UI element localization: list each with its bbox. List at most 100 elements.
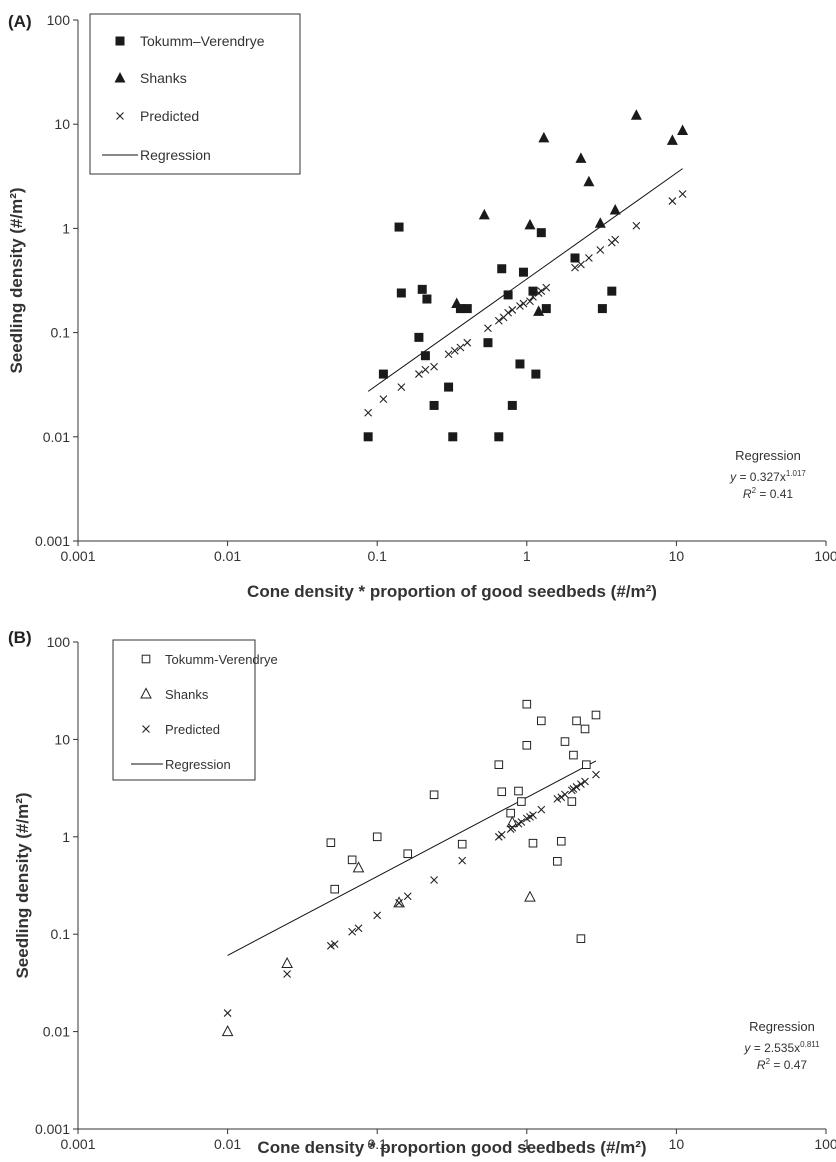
data-point-x [537, 805, 546, 814]
data-point-x [508, 306, 517, 314]
data-point-x [577, 780, 585, 789]
data-point-filled-square [420, 351, 430, 361]
data-point-x [326, 941, 335, 950]
x-tick-label: 0.01 [214, 548, 241, 564]
data-point-open-square [567, 797, 577, 806]
data-point-x [519, 299, 528, 308]
data-point-open-triangle [506, 815, 519, 828]
r-squared-variable: R [757, 1058, 766, 1072]
data-point-x [542, 283, 551, 292]
data-point-filled-square [483, 338, 493, 348]
data-point-filled-square [494, 432, 504, 442]
series-x [223, 770, 600, 1017]
data-point-open-square [569, 750, 578, 760]
data-point-open-square [580, 724, 590, 734]
x-axis-title: Cone density * proportion good seedbeds … [257, 1138, 646, 1157]
data-point-open-square [497, 787, 507, 797]
data-point-x [223, 1009, 232, 1017]
y-tick-label: 0.001 [35, 533, 70, 549]
data-point-x [516, 302, 524, 310]
x-tick-label: 0.001 [60, 1136, 95, 1152]
panel-label: (A) [8, 12, 32, 31]
data-point-open-square [514, 786, 523, 796]
regression-line [227, 760, 597, 956]
panel-label: (B) [8, 628, 32, 647]
data-point-filled-square [429, 400, 439, 410]
data-point-x [330, 940, 339, 949]
x-tick-label: 10 [669, 1136, 685, 1152]
data-point-open-square [506, 808, 515, 818]
series-filled-triangle [451, 109, 689, 316]
data-point-open-square [457, 839, 467, 849]
data-point-filled-triangle [630, 109, 642, 120]
legend-label: Predicted [165, 722, 220, 737]
equation-exponent: 1.017 [786, 469, 807, 478]
data-point-x [553, 795, 562, 803]
legend-label: Regression [140, 147, 211, 163]
r-squared-exponent: 2 [752, 486, 757, 495]
y-axis-title: Seedling density (#/m²) [7, 187, 26, 373]
data-point-filled-square [528, 286, 538, 296]
data-point-x [397, 383, 406, 391]
data-point-open-square [522, 740, 532, 750]
data-point-x [395, 898, 403, 907]
data-point-x [571, 263, 579, 272]
legend-label: Predicted [140, 108, 199, 124]
legend-label: Shanks [165, 687, 209, 702]
regression-title: Regression [735, 448, 801, 463]
data-point-filled-square [541, 304, 551, 314]
data-point-x [526, 297, 534, 306]
data-point-filled-triangle [478, 208, 490, 220]
regression-r-squared: R2 = 0.47 [757, 1057, 807, 1072]
data-point-filled-triangle [538, 131, 550, 143]
data-point-filled-square [518, 267, 528, 277]
x-tick-label: 10 [669, 548, 685, 564]
chart-panel-b: (B) 0.001 0.01 0.1 1 10 100 0.001 0.01 0.1 1 10 100 C… [8, 628, 836, 1157]
legend-label: Tokumm-Verendrye [165, 652, 278, 667]
chart-panel-a: (A) 0.001 0.01 0.1 1 10 100 0.001 0.01 0.1 1 10 100 C… [7, 12, 836, 601]
x-tick-label: 1 [523, 548, 531, 564]
data-point-open-triangle [221, 1025, 234, 1037]
data-point-filled-square [607, 286, 617, 296]
data-point-x [668, 197, 677, 205]
regression-title: Regression [749, 1019, 815, 1034]
series-open-triangle [221, 815, 536, 1037]
data-point-open-square [582, 760, 591, 769]
data-point-open-square [553, 857, 562, 866]
data-point-x [364, 408, 373, 417]
data-point-x [577, 260, 585, 269]
data-point-x [529, 811, 537, 819]
regression-annotation: Regression y = 0.327x1.017 R2 = 0.41 [729, 448, 806, 501]
y-tick-label: 10 [54, 731, 70, 747]
data-point-x [572, 783, 581, 791]
x-tick-label: 1 [523, 1136, 531, 1152]
r-squared-exponent: 2 [766, 1057, 771, 1066]
x-tick-label: 100 [814, 548, 836, 564]
data-point-filled-triangle [666, 134, 678, 145]
data-point-x [529, 293, 537, 301]
data-point-filled-square [396, 288, 406, 298]
x-tick-label: 0.1 [367, 1136, 387, 1152]
data-point-x [379, 395, 388, 403]
data-point-filled-square [414, 332, 424, 342]
regression-equation: y = 2.535x0.811 [743, 1040, 820, 1055]
data-point-open-square [572, 716, 581, 726]
y-tick-label: 0.001 [35, 1121, 70, 1137]
data-point-x [497, 830, 506, 839]
data-point-filled-triangle [677, 124, 689, 136]
equation-variable: y [729, 470, 737, 484]
data-point-filled-square [448, 432, 458, 442]
y-tick-label: 0.1 [51, 325, 71, 341]
data-point-open-square [576, 934, 586, 943]
data-point-filled-triangle [451, 297, 463, 309]
data-point-x [283, 970, 292, 978]
data-point-open-square [326, 838, 336, 847]
data-point-x [584, 254, 593, 262]
y-tick-label: 0.01 [43, 1024, 70, 1040]
y-tick-label: 0.1 [51, 926, 71, 942]
data-point-open-square [522, 699, 532, 709]
data-point-x [421, 365, 430, 374]
legend-label: Shanks [140, 70, 187, 86]
data-point-x [450, 346, 459, 355]
